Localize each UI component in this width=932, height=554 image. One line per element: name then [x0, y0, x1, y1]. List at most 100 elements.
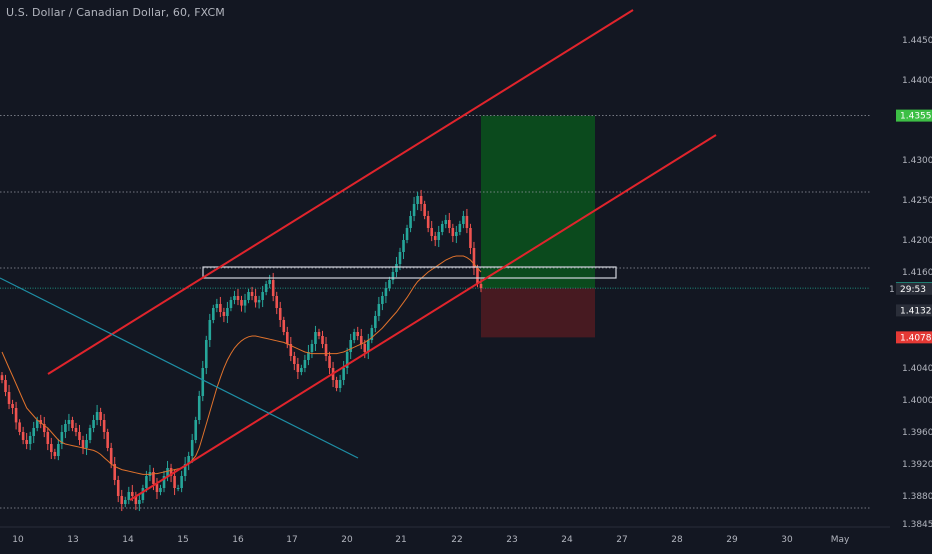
price-axis-tick-label: 1.40400 [902, 364, 932, 374]
candle-body [250, 292, 254, 296]
candle-body [352, 332, 356, 340]
candle-body [145, 476, 148, 488]
candle-body [28, 436, 32, 444]
candle-body [405, 228, 409, 240]
time-axis-tick-label: 14 [122, 535, 134, 545]
price-axis-tick-label: 1.40000 [902, 396, 932, 406]
candle-body [85, 440, 88, 448]
candle-body [50, 444, 53, 452]
candle-body [212, 308, 215, 320]
time-axis-tick-label: 23 [506, 535, 517, 545]
candle-body [381, 296, 384, 304]
candle-body [243, 300, 247, 306]
candle-body [14, 408, 18, 423]
candle-body [120, 496, 124, 504]
candle-body [162, 476, 166, 488]
candle-body [416, 196, 419, 204]
price-axis-tick-label: 1.39200 [902, 460, 932, 470]
candle-body [437, 232, 441, 240]
candle-body [236, 296, 240, 300]
candle-body [268, 280, 271, 284]
candle-body [67, 420, 71, 424]
time-axis-tick-label: 28 [671, 535, 683, 545]
candle-body [25, 440, 28, 444]
candle-body [264, 284, 268, 292]
time-axis-tick-label: 13 [67, 535, 78, 545]
candle-body [159, 488, 162, 492]
candle-body [342, 368, 345, 380]
candle-body [131, 492, 134, 496]
candle-body [176, 488, 180, 489]
candle-body [289, 344, 293, 356]
candle-body [99, 412, 102, 420]
candle-body [448, 220, 451, 228]
candle-body [314, 332, 317, 344]
candle-body [257, 300, 261, 303]
candle-body [398, 252, 402, 264]
candle-body [106, 432, 109, 448]
candle-body [324, 344, 328, 356]
candle-body [476, 268, 479, 284]
candle-body [271, 280, 275, 296]
symbol-title: U.S. Dollar / Canadian Dollar, 60, FXCM [6, 6, 225, 19]
candle-body [307, 352, 310, 360]
price-tag [896, 109, 932, 122]
price-tag-label: 1.41325 [900, 306, 932, 316]
candle-body [0, 375, 4, 380]
candle-body [278, 308, 282, 320]
candle-body [60, 432, 64, 444]
candle-body [11, 404, 14, 408]
candle-body [384, 288, 388, 296]
time-axis-tick-label: 15 [177, 535, 188, 545]
candle-body [388, 280, 391, 288]
candle-body [310, 344, 314, 352]
candle-body [166, 468, 169, 476]
candle-body [285, 332, 289, 344]
candle-body [247, 292, 250, 300]
price-axis-tick-label: 1.44500 [902, 36, 932, 46]
candle-body [426, 216, 430, 228]
candle-body [433, 236, 437, 240]
price-axis-tick-label: 1.42500 [902, 196, 932, 206]
candle-body [335, 380, 338, 388]
candle-body [71, 420, 74, 428]
channel-upper-line [47, 9, 634, 375]
time-axis-tick-label: 22 [451, 535, 462, 545]
candle-body [201, 368, 205, 396]
candle-body [222, 312, 226, 316]
candle-body [194, 420, 198, 440]
candle-body [469, 228, 472, 248]
candle-body [240, 300, 243, 306]
candle-body [444, 220, 448, 224]
support-zone-box [202, 266, 617, 279]
candle-body [18, 422, 21, 432]
candle-body [293, 356, 296, 364]
candle-body [300, 368, 303, 372]
candle-body [46, 432, 50, 444]
candle-body [423, 204, 426, 216]
candle-body [472, 248, 476, 268]
profit-target-zone [481, 115, 595, 289]
time-axis-tick-label: May [831, 535, 850, 545]
candle-body [419, 196, 423, 204]
candle-body [127, 492, 131, 500]
candle-body [254, 296, 257, 303]
candle-body [409, 216, 412, 228]
candle-body [88, 428, 92, 440]
price-axis-bg [870, 0, 932, 550]
candle-body [233, 296, 236, 300]
candle-body [363, 344, 367, 352]
candle-body [455, 232, 458, 236]
candle-body [141, 488, 145, 500]
candle-body [345, 352, 349, 368]
candle-body [479, 284, 483, 288]
candle-body [169, 468, 173, 476]
candle-body [204, 340, 208, 368]
candle-body [465, 216, 469, 228]
price-tag-label: 1.40783 [900, 333, 932, 343]
candle-body [7, 392, 11, 404]
candle-body [35, 420, 39, 428]
price-axis-tick-label: 1.43000 [902, 156, 932, 166]
